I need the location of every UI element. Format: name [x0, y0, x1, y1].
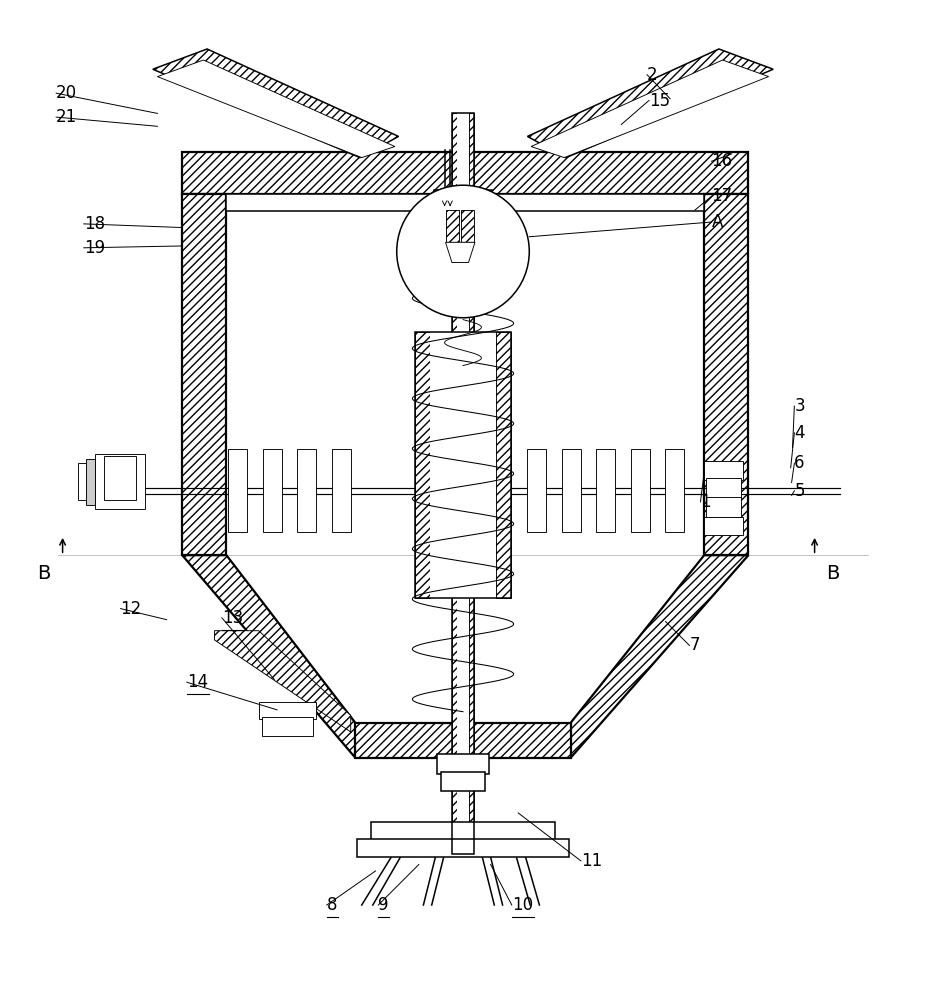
- Text: B: B: [37, 564, 51, 583]
- Text: 10: 10: [512, 896, 532, 914]
- Text: 18: 18: [83, 215, 105, 233]
- Bar: [371, 822, 555, 841]
- Text: 7: 7: [690, 636, 700, 654]
- Text: 2: 2: [647, 66, 657, 84]
- Bar: [452, 113, 457, 854]
- Bar: [706, 478, 741, 498]
- Polygon shape: [182, 555, 356, 758]
- Bar: [706, 497, 741, 517]
- Bar: [496, 332, 511, 598]
- Polygon shape: [215, 631, 351, 732]
- Bar: [632, 449, 650, 532]
- Bar: [415, 332, 430, 598]
- Bar: [704, 517, 743, 535]
- Bar: [496, 332, 511, 598]
- Bar: [704, 194, 748, 555]
- Bar: [433, 190, 493, 211]
- Bar: [528, 449, 545, 532]
- Bar: [430, 332, 496, 598]
- Bar: [461, 210, 474, 242]
- Bar: [415, 332, 511, 598]
- Bar: [182, 194, 227, 555]
- Text: 20: 20: [56, 84, 77, 102]
- Text: 3: 3: [795, 397, 805, 415]
- Text: 13: 13: [222, 609, 244, 627]
- Bar: [704, 194, 748, 555]
- Text: B: B: [827, 564, 840, 583]
- Bar: [182, 152, 748, 194]
- Text: 15: 15: [649, 92, 670, 110]
- Bar: [446, 210, 459, 242]
- Circle shape: [396, 185, 530, 318]
- Text: 12: 12: [120, 600, 142, 618]
- Bar: [704, 461, 743, 480]
- Text: 21: 21: [56, 108, 78, 126]
- Bar: [182, 152, 748, 194]
- Bar: [356, 723, 570, 758]
- Bar: [596, 449, 615, 532]
- Bar: [452, 113, 474, 854]
- Text: A: A: [711, 213, 723, 231]
- Bar: [461, 210, 474, 242]
- Polygon shape: [445, 242, 475, 263]
- Bar: [297, 449, 316, 532]
- Text: 4: 4: [795, 424, 805, 442]
- Text: 9: 9: [379, 896, 389, 914]
- Bar: [85, 459, 94, 505]
- Bar: [562, 449, 581, 532]
- Text: 8: 8: [327, 896, 337, 914]
- Bar: [229, 449, 246, 532]
- Polygon shape: [157, 60, 394, 158]
- Text: 1: 1: [700, 493, 711, 511]
- Bar: [666, 449, 684, 532]
- Bar: [258, 702, 316, 719]
- Polygon shape: [532, 60, 769, 158]
- Bar: [94, 454, 145, 509]
- Bar: [104, 456, 136, 500]
- Bar: [452, 113, 457, 854]
- Polygon shape: [570, 555, 748, 758]
- Bar: [332, 449, 351, 532]
- Bar: [357, 839, 569, 857]
- Bar: [227, 194, 704, 211]
- Text: 6: 6: [795, 454, 805, 472]
- Text: 16: 16: [711, 152, 732, 170]
- Bar: [356, 723, 570, 758]
- Bar: [446, 210, 459, 242]
- Polygon shape: [528, 49, 773, 158]
- Bar: [415, 332, 430, 598]
- Polygon shape: [153, 49, 398, 158]
- Text: 19: 19: [83, 239, 105, 257]
- Text: 17: 17: [711, 187, 732, 205]
- Bar: [469, 113, 474, 854]
- Bar: [262, 717, 313, 736]
- Bar: [437, 754, 489, 774]
- Bar: [469, 113, 474, 854]
- Text: 14: 14: [187, 673, 208, 691]
- Bar: [457, 113, 469, 854]
- Text: 11: 11: [581, 852, 602, 870]
- Bar: [79, 463, 94, 500]
- Bar: [441, 772, 485, 791]
- Bar: [182, 194, 227, 555]
- Bar: [263, 449, 282, 532]
- Text: 5: 5: [795, 482, 805, 500]
